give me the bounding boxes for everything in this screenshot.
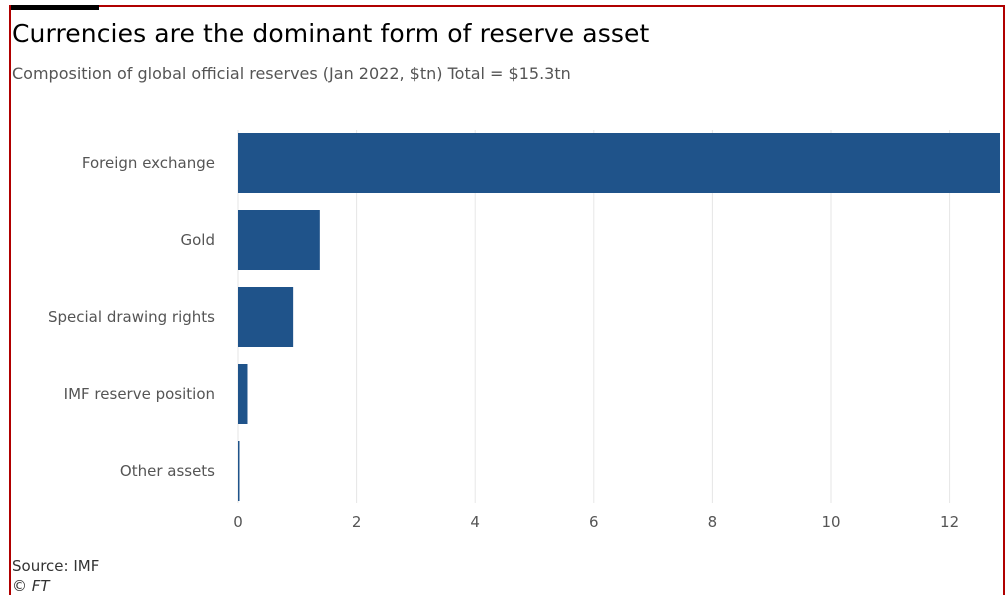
bar	[238, 287, 294, 347]
category-label: Special drawing rights	[48, 308, 215, 326]
copyright-note: © FT	[12, 577, 50, 595]
bar	[238, 364, 248, 424]
x-tick-label: 4	[470, 513, 480, 531]
bar	[238, 133, 1000, 193]
source-note: Source: IMF	[12, 557, 100, 575]
category-label: Foreign exchange	[82, 154, 215, 172]
x-tick-label: 0	[233, 513, 243, 531]
x-tick-label: 8	[708, 513, 718, 531]
x-tick-label: 12	[940, 513, 959, 531]
bar	[238, 441, 240, 501]
brand-bar	[11, 5, 99, 10]
x-tick-label: 10	[821, 513, 840, 531]
chart-frame	[9, 5, 1005, 595]
bar	[238, 210, 320, 270]
chart-title: Currencies are the dominant form of rese…	[12, 19, 650, 48]
category-label: IMF reserve position	[64, 385, 215, 403]
x-tick-label: 2	[352, 513, 362, 531]
category-label: Gold	[181, 231, 216, 249]
chart-subtitle: Composition of global official reserves …	[12, 64, 571, 83]
x-tick-label: 6	[589, 513, 599, 531]
category-label: Other assets	[120, 462, 215, 480]
